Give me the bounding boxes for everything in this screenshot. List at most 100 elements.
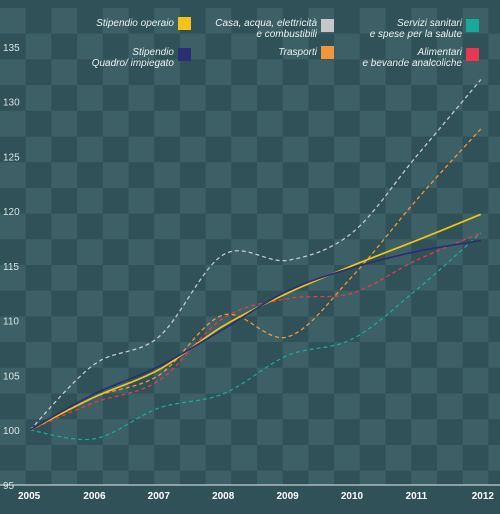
grid-cell bbox=[436, 290, 463, 317]
grid-cell bbox=[0, 8, 26, 34]
grid-cell bbox=[77, 239, 103, 265]
y-tick-label: 130 bbox=[3, 98, 20, 109]
y-tick-label: 100 bbox=[3, 426, 20, 437]
grid-cell bbox=[128, 239, 155, 265]
grid-cell bbox=[462, 367, 489, 394]
grid-cell bbox=[0, 110, 26, 137]
grid-cell bbox=[179, 187, 206, 214]
grid-cell bbox=[308, 419, 335, 445]
grid-cell bbox=[334, 85, 360, 111]
grid-cell bbox=[308, 110, 335, 137]
grid-cell bbox=[411, 470, 437, 485]
grid-cell bbox=[0, 162, 26, 188]
grid-cell bbox=[359, 265, 386, 291]
y-tick-label: 115 bbox=[3, 262, 19, 273]
grid-cell bbox=[0, 316, 26, 343]
grid-cell bbox=[231, 239, 257, 265]
grid-cell bbox=[308, 470, 335, 485]
grid-cell bbox=[282, 85, 309, 111]
x-tick-label: 2009 bbox=[276, 491, 299, 502]
grid-cell bbox=[102, 162, 129, 188]
grid-cell bbox=[411, 59, 437, 86]
grid-cell bbox=[128, 187, 155, 214]
grid-cell bbox=[102, 265, 129, 291]
grid-cell bbox=[385, 342, 412, 368]
grid-cell bbox=[282, 187, 309, 214]
grid-cell bbox=[25, 136, 52, 163]
grid-cell bbox=[77, 33, 103, 60]
grid-cell bbox=[462, 59, 489, 86]
grid-cell bbox=[77, 393, 103, 420]
grid-cell bbox=[385, 187, 412, 214]
grid-cell bbox=[462, 419, 489, 445]
grid-cell bbox=[128, 393, 155, 420]
grid-cell bbox=[51, 59, 78, 86]
grid-cell bbox=[308, 59, 335, 86]
legend-label: Quadro/ impiegato bbox=[92, 58, 175, 69]
grid-cell bbox=[128, 136, 155, 163]
grid-cell bbox=[231, 290, 257, 317]
grid-cell bbox=[51, 213, 78, 240]
grid-cell bbox=[154, 213, 180, 240]
grid-cell bbox=[257, 265, 283, 291]
grid-cell bbox=[102, 8, 129, 34]
grid-cell bbox=[0, 265, 26, 291]
grid-cell bbox=[385, 33, 412, 60]
grid-cell bbox=[385, 393, 412, 420]
grid-cell bbox=[488, 85, 500, 111]
legend-swatch bbox=[321, 46, 334, 59]
grid-cell bbox=[205, 110, 232, 137]
grid-cell bbox=[231, 444, 257, 471]
grid-cell bbox=[102, 316, 129, 343]
grid-cell bbox=[334, 187, 360, 214]
grid-cell bbox=[411, 8, 437, 34]
grid-cell bbox=[282, 342, 309, 368]
grid-cell bbox=[334, 444, 360, 471]
legend-swatch bbox=[466, 48, 479, 61]
legend-label: e combustibili bbox=[256, 29, 317, 40]
legend: Stipendio operaio Casa, acqua, elettricit… bbox=[92, 17, 479, 69]
grid-cell bbox=[385, 444, 412, 471]
grid-cell bbox=[334, 33, 360, 60]
grid-cell bbox=[488, 290, 500, 317]
legend-label: Trasporti bbox=[278, 47, 317, 58]
grid-cell bbox=[385, 85, 412, 111]
grid-cell bbox=[51, 470, 78, 485]
x-tick-label: 2008 bbox=[212, 491, 235, 502]
grid-cell bbox=[462, 110, 489, 137]
grid-cell bbox=[436, 85, 463, 111]
legend-label: e spese per la salute bbox=[370, 29, 463, 40]
legend-label: Servizi sanitari bbox=[397, 18, 463, 29]
grid-cell bbox=[359, 213, 386, 240]
x-axis-ticks: 2005 2006 2007 2008 2009 2010 2011 2012 bbox=[18, 491, 494, 502]
grid-cell bbox=[179, 444, 206, 471]
grid-cell bbox=[205, 59, 232, 86]
grid-cell bbox=[282, 290, 309, 317]
grid-cell bbox=[359, 8, 386, 34]
grid-cell bbox=[102, 470, 129, 485]
grid-cell bbox=[462, 162, 489, 188]
grid-cell bbox=[205, 470, 232, 485]
grid-cell bbox=[436, 187, 463, 214]
grid-cell bbox=[359, 419, 386, 445]
grid-cell bbox=[25, 290, 52, 317]
grid-cell bbox=[488, 444, 500, 471]
y-axis-ticks: 95 100 105 110 115 120 125 130 135 bbox=[3, 43, 20, 492]
grid-cell bbox=[25, 444, 52, 471]
grid-cell bbox=[385, 290, 412, 317]
grid-cell bbox=[128, 290, 155, 317]
x-tick-label: 2007 bbox=[148, 491, 171, 502]
y-tick-label: 95 bbox=[3, 481, 15, 492]
grid-cell bbox=[205, 213, 232, 240]
grid-cell bbox=[77, 290, 103, 317]
legend-swatch bbox=[178, 48, 191, 61]
y-tick-label: 120 bbox=[3, 207, 20, 218]
grid-cell bbox=[205, 8, 232, 34]
grid-cell bbox=[102, 213, 129, 240]
legend-label: Stipendio bbox=[132, 47, 174, 58]
series-line bbox=[29, 239, 481, 431]
grid-cell bbox=[128, 342, 155, 368]
legend-label: Casa, acqua, elettricità bbox=[215, 18, 317, 29]
grid-cell bbox=[308, 162, 335, 188]
grid-cell bbox=[179, 85, 206, 111]
